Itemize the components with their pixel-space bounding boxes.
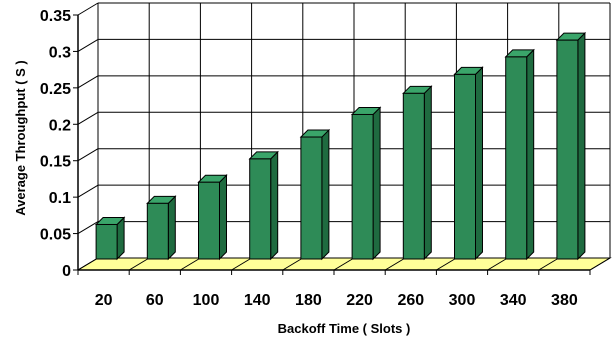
floor-divider [77,257,99,271]
bar-side [577,31,586,261]
y-tick-label: 0.25 [40,81,71,98]
x-tick-label: 260 [397,292,424,309]
gridline-diag [77,221,99,235]
bar [350,106,382,261]
x-tick-label: 220 [346,292,373,309]
bar-side [167,195,176,261]
floor-divider [282,257,304,271]
bar-side [270,150,279,261]
bar [94,216,126,261]
bar-side [372,106,381,261]
y-tick-label: 0.1 [49,190,71,207]
y-tick-label: 0.15 [40,154,71,171]
gridline-diag [77,148,99,162]
axes [73,14,591,275]
bar-front [95,223,118,260]
gridline-diag [77,2,99,16]
bar-front [198,181,220,260]
bars [94,31,587,261]
y-tick-label: 0.3 [49,44,71,61]
bar-front [300,136,323,260]
y-tick-label: 0.35 [40,8,71,25]
x-tick-label: 300 [449,292,476,309]
floor-divider [231,257,252,271]
bar [504,48,535,261]
floor-divider [538,257,560,271]
chart-floor [76,257,612,271]
bar [402,85,433,261]
x-tick-label: 100 [193,292,220,309]
x-tick-label: 60 [146,292,164,309]
x-axis-title: Backoff Time ( Slots ) [278,321,411,336]
bar-front [351,113,374,260]
floor-divider [333,257,355,271]
y-tick-label: 0 [62,263,71,280]
bar-front [454,73,476,260]
x-tick-label: 140 [244,292,271,309]
y-tick-label: 0.05 [40,227,71,244]
floor-divider [589,257,611,271]
bar-front [146,202,169,260]
x-tick-label: 180 [295,292,322,309]
bar-side [219,174,227,261]
floor-divider [487,257,508,271]
floor-divider [384,257,406,271]
x-tick-label: 380 [551,292,578,309]
y-tick-labels: 0 0.05 0.1 0.15 0.2 0.25 0.3 0.35 [40,8,71,280]
bar [197,174,228,261]
gridline-diag [77,38,99,52]
x-tick-label: 20 [95,292,113,309]
floor-divider [436,257,457,271]
bar-side [526,48,535,261]
x-tick-label: 340 [500,292,527,309]
bar [248,150,279,261]
bar [453,66,484,261]
bar-front [402,92,425,260]
gridline-diag [77,111,99,125]
floor-divider [180,257,201,271]
bar-side [423,85,432,261]
bar-front [556,39,579,260]
y-tick-label: 0.2 [49,117,71,134]
x-tick-labels: 20 60 100 140 180 220 260 300 340 380 [95,292,578,309]
y-axis-title: Average Throughput ( S ) [13,60,28,216]
floor-divider [128,257,150,271]
gridline-diag [77,75,99,89]
bar [299,128,331,261]
bar [555,31,587,261]
gridline-diag [77,184,99,198]
bar-front [505,56,528,260]
bar-side [321,128,330,261]
bar-side [475,66,483,261]
bar-front [249,158,272,260]
bar [146,195,177,261]
